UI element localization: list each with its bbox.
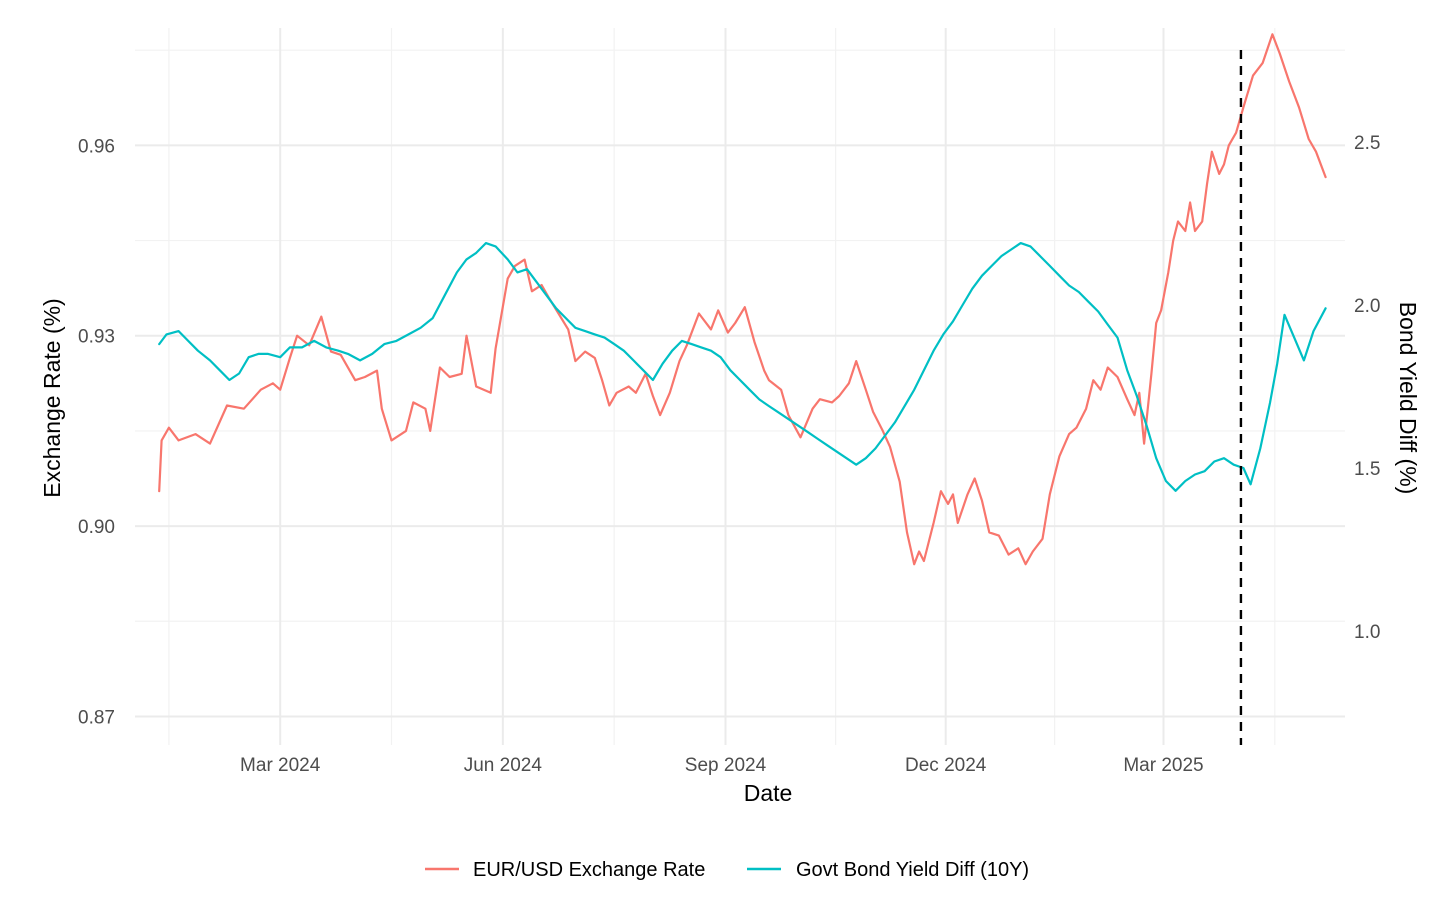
legend: EUR/USD Exchange Rate Govt Bond Yield Di…: [425, 859, 1029, 881]
left-y-axis-title: Exchange Rate (%): [39, 298, 65, 497]
legend-label-bond-yield-diff: Govt Bond Yield Diff (10Y): [796, 859, 1029, 881]
x-tick-label: Dec 2024: [905, 755, 987, 776]
x-axis-ticks: Mar 2024 Jun 2024 Sep 2024 Dec 2024 Mar 2025: [240, 755, 1204, 776]
right-y-tick-label: 1.5: [1354, 459, 1380, 480]
right-y-tick-label: 2.5: [1354, 133, 1380, 154]
major-gridlines: [135, 28, 1345, 745]
left-y-tick-label: 0.90: [78, 517, 115, 538]
left-y-tick-label: 0.96: [78, 136, 115, 157]
x-tick-label: Jun 2024: [464, 755, 543, 776]
left-y-tick-label: 0.87: [78, 707, 115, 728]
minor-gridlines: [135, 28, 1345, 745]
right-y-axis-ticks: 1.0 1.5 2.0 2.5: [1354, 133, 1380, 643]
right-y-tick-label: 1.0: [1354, 622, 1380, 643]
series-line-bond-yield-diff: [158, 242, 1327, 492]
series-line-exchange-rate: [158, 33, 1327, 566]
right-y-axis-title: Bond Yield Diff (%): [1395, 302, 1421, 495]
left-y-axis-ticks: 0.87 0.90 0.93 0.96: [78, 136, 115, 728]
left-y-tick-label: 0.93: [78, 327, 115, 348]
x-tick-label: Mar 2024: [240, 755, 321, 776]
x-axis-title: Date: [744, 780, 793, 806]
series-layer: [158, 33, 1327, 566]
right-y-tick-label: 2.0: [1354, 296, 1380, 317]
x-tick-label: Sep 2024: [685, 755, 767, 776]
legend-label-exchange-rate: EUR/USD Exchange Rate: [473, 859, 705, 881]
x-tick-label: Mar 2025: [1123, 755, 1203, 776]
